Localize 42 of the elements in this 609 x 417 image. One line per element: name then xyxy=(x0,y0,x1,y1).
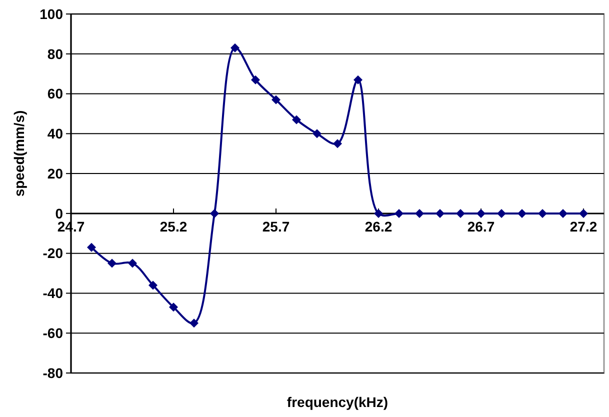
y-tick-label: 100 xyxy=(40,6,64,22)
point xyxy=(497,208,506,218)
point xyxy=(272,95,280,104)
point xyxy=(87,242,96,252)
point xyxy=(538,208,547,218)
x-tick-label: 26.2 xyxy=(364,218,392,234)
y-axis-title: speed(mm/s) xyxy=(11,110,27,197)
point xyxy=(210,208,219,218)
point xyxy=(354,75,362,84)
point xyxy=(394,208,404,218)
point xyxy=(518,208,526,218)
x-tick-label: 25.2 xyxy=(160,218,188,234)
x-tick-label: 27.2 xyxy=(570,218,598,234)
point xyxy=(415,208,424,218)
point xyxy=(312,129,322,138)
x-tick-label: 25.7 xyxy=(262,218,290,234)
y-tick-label: 80 xyxy=(47,46,64,62)
y-tick-label: -60 xyxy=(42,325,64,342)
x-tick-label: 26.7 xyxy=(467,218,495,234)
point xyxy=(436,208,444,218)
point xyxy=(374,208,383,218)
point xyxy=(251,75,260,84)
y-tick-label: -80 xyxy=(42,364,64,381)
point xyxy=(333,139,342,148)
y-tick-label: 20 xyxy=(47,165,64,182)
y-tick-label: 0 xyxy=(55,205,64,222)
point xyxy=(128,258,137,268)
point xyxy=(108,258,116,268)
point xyxy=(476,208,486,218)
x-axis-title: frequency(kHz) xyxy=(286,394,388,410)
point xyxy=(148,280,158,290)
y-tick-label: -40 xyxy=(42,285,64,302)
point xyxy=(558,208,568,218)
point xyxy=(169,302,178,312)
y-tick-label: 60 xyxy=(47,86,64,102)
point xyxy=(456,208,465,218)
y-tick-label: -20 xyxy=(42,245,64,262)
point xyxy=(292,115,301,124)
point xyxy=(579,208,588,218)
y-tick-label: 40 xyxy=(47,126,64,142)
point xyxy=(190,318,198,328)
point xyxy=(230,43,240,52)
